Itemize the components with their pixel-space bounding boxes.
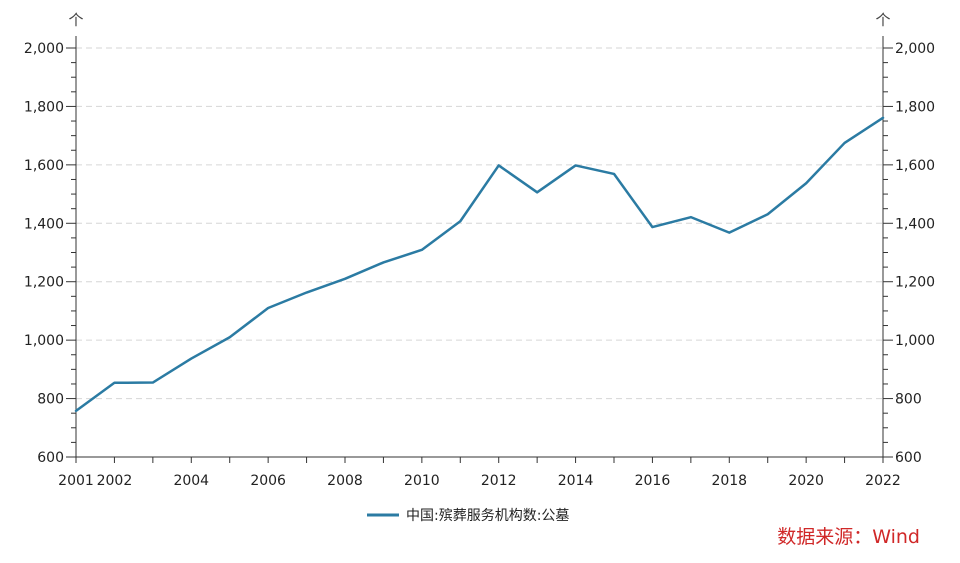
y-axis-left-ticks: 600 800 1,000 1,200 1,400 1,600 1,800 2,000 xyxy=(24,41,76,466)
x-tick-label: 2020 xyxy=(788,473,824,489)
y-left-tick-label: 1,800 xyxy=(24,99,64,115)
y-left-tick-label: 1,000 xyxy=(24,333,64,349)
y-unit-right: 个 xyxy=(875,11,890,29)
grid-lines xyxy=(76,47,883,400)
x-tick-label: 2008 xyxy=(327,473,363,489)
x-tick-label: 2002 xyxy=(97,473,133,489)
y-left-tick-label: 1,400 xyxy=(24,216,64,232)
y-right-tick-label: 600 xyxy=(895,450,922,466)
y-right-tick-label: 1,600 xyxy=(895,158,935,174)
y-left-tick-label: 1,200 xyxy=(24,275,64,291)
legend: 中国:殡葬服务机构数:公墓 xyxy=(367,508,569,524)
y-right-tick-label: 2,000 xyxy=(895,41,935,57)
x-tick-label: 2004 xyxy=(173,473,209,489)
y-right-tick-label: 800 xyxy=(895,392,922,408)
y-right-tick-label: 1,200 xyxy=(895,275,935,291)
y-unit-left: 个 xyxy=(68,11,83,29)
y-axis-right-ticks: 600 800 1,000 1,200 1,400 1,600 1,800 2,000 xyxy=(883,41,935,466)
axes xyxy=(75,36,884,458)
x-tick-label: 2006 xyxy=(250,473,286,489)
y-left-tick-label: 1,600 xyxy=(24,158,64,174)
x-tick-label: 2001 xyxy=(58,473,94,489)
y-right-tick-label: 1,800 xyxy=(895,99,935,115)
x-tick-label: 2014 xyxy=(558,473,594,489)
x-tick-label: 2012 xyxy=(481,473,517,489)
y-right-tick-label: 1,000 xyxy=(895,333,935,349)
x-tick-label: 2022 xyxy=(865,473,901,489)
series-group xyxy=(74,116,885,413)
y-right-tick-label: 1,400 xyxy=(895,216,935,232)
legend-label: 中国:殡葬服务机构数:公墓 xyxy=(406,508,569,524)
y-left-tick-label: 800 xyxy=(37,392,64,408)
x-tick-label: 2010 xyxy=(404,473,440,489)
series-line-0 xyxy=(74,116,885,413)
x-axis-ticks: 2001 2002 2004 2006 2008 2010 2012 2014 2016 2018… xyxy=(58,457,901,489)
x-tick-label: 2018 xyxy=(711,473,747,489)
x-tick-label: 2016 xyxy=(635,473,671,489)
source-note: 数据来源：Wind xyxy=(777,526,920,548)
y-left-tick-label: 600 xyxy=(37,450,64,466)
y-left-tick-label: 2,000 xyxy=(24,41,64,57)
